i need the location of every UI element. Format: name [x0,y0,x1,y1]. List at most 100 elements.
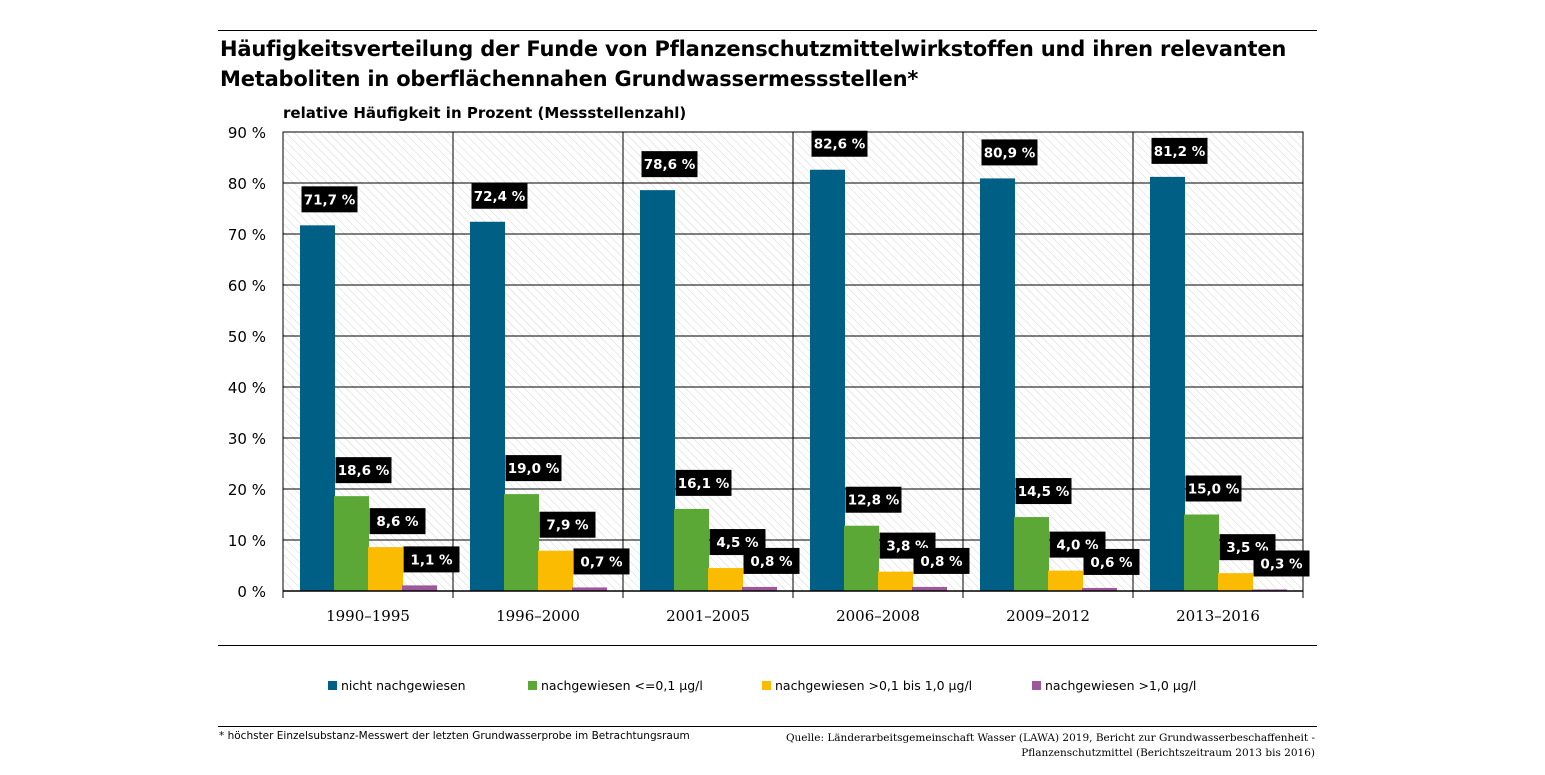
data-label: 0,6 % [1090,555,1133,571]
x-tick-label: 2001–2005 [666,607,750,625]
data-label: 72,4 % [474,189,526,205]
bar [1014,517,1049,591]
legend-label: nicht nachgewiesen [341,678,466,693]
data-label: 81,2 % [1154,144,1206,160]
x-tick-label: 2013–2016 [1176,607,1260,625]
data-label-box [301,186,358,213]
legend: nicht nachgewiesen nachgewiesen <=0,1 µg/… [328,678,1196,693]
data-label-box [1253,550,1310,577]
bar [742,586,777,591]
source-line-1: Quelle: Länderarbeitsgemeinschaft Wasser… [785,732,1315,744]
bar [572,587,607,591]
legend-swatch [762,681,771,690]
y-tick-label: 10 % [228,532,266,550]
data-label-box [403,546,460,573]
data-label: 18,6 % [338,463,390,479]
data-label: 71,7 % [304,192,356,208]
bar [1048,570,1083,591]
data-label: 0,8 % [750,554,793,570]
data-label: 7,9 % [546,518,589,534]
data-label: 15,0 % [1188,482,1240,498]
data-label: 82,6 % [814,137,866,153]
data-label: 8,6 % [376,514,419,530]
y-axis-label: relative Häufigkeit in Prozent (Messstel… [283,104,687,122]
bar [1252,589,1287,591]
data-labels: 71,7 % 72,4 % 78,6 % 82,6 % 80,9 % 81,2 % 18,6… [301,130,1310,577]
bar [1184,514,1219,591]
bar [708,568,743,591]
source-line-2: Pflanzenschutzmittel (Berichtszeitraum 2… [1021,747,1315,759]
data-label-box [1083,548,1140,575]
legend-swatch [328,681,337,690]
data-label: 0,7 % [580,554,623,570]
data-label: 12,8 % [848,493,900,509]
bars [300,169,1287,592]
y-tick-label: 90 % [228,124,266,142]
legend-swatch [528,681,537,690]
bar [402,585,437,591]
y-tick-label: 60 % [228,277,266,295]
x-tick-label: 2009–2012 [1006,607,1090,625]
y-tick-label: 30 % [228,430,266,448]
data-label-box [1185,475,1242,502]
legend-label: nachgewiesen >0,1 bis 1,0 µg/l [775,678,972,693]
bar [810,169,845,592]
y-tick-label: 80 % [228,175,266,193]
bar [1082,587,1117,591]
bar [1218,573,1253,591]
x-tick-label: 1996–2000 [496,607,580,625]
bar [1150,176,1185,591]
bar [368,547,403,591]
bar [504,494,539,591]
data-label: 0,3 % [1260,556,1303,572]
bar [912,586,947,591]
bar [470,221,505,591]
data-label: 78,6 % [644,157,696,173]
bar [980,178,1015,591]
data-label-box [335,457,392,484]
data-label-box [913,547,970,574]
x-tick-label: 1990–1995 [326,607,410,625]
data-label-box [505,455,562,482]
data-label: 14,5 % [1018,484,1070,500]
bar [300,225,335,591]
data-label-box [369,508,426,535]
separator-rule [218,645,1317,646]
y-tick-label: 20 % [228,481,266,499]
data-label-box [1015,478,1072,505]
bar [538,550,573,591]
x-tick-label: 2006–2008 [836,607,920,625]
bar [674,508,709,591]
data-label-box [539,511,596,538]
data-label: 4,5 % [716,535,759,551]
data-label: 80,9 % [984,145,1036,161]
bar [334,496,369,591]
data-label: 16,1 % [678,476,730,492]
data-label: 0,8 % [920,554,963,570]
axes: 0 % 10 % 20 % 30 % 40 % 50 % 60 % 70 % 80 % 90 % 1… [228,124,1304,625]
bar [878,571,913,591]
source-note: Quelle: Länderarbeitsgemeinschaft Wasser… [786,731,1315,761]
bar [640,190,675,591]
data-label-box [641,151,698,178]
bottom-rule [218,726,1317,727]
data-label-box [471,182,528,209]
y-tick-label: 50 % [228,328,266,346]
legend-swatch [1032,681,1041,690]
data-label-box [743,547,800,574]
bar [844,525,879,591]
data-label: 1,1 % [410,552,453,568]
data-label-box [675,469,732,496]
y-tick-label: 0 % [237,583,266,601]
data-label: 19,0 % [508,461,560,477]
y-tick-label: 70 % [228,226,266,244]
top-rule [218,30,1317,31]
data-label-box [1151,137,1208,164]
data-label-box [811,130,868,157]
data-label-box [573,548,630,575]
chart-title: Häufigkeitsverteilung der Funde von Pfla… [220,37,1287,91]
footnote: * höchster Einzelsubstanz-Messwert der l… [219,730,690,742]
legend-label: nachgewiesen <=0,1 µg/l [541,678,703,693]
data-label-box [981,139,1038,166]
